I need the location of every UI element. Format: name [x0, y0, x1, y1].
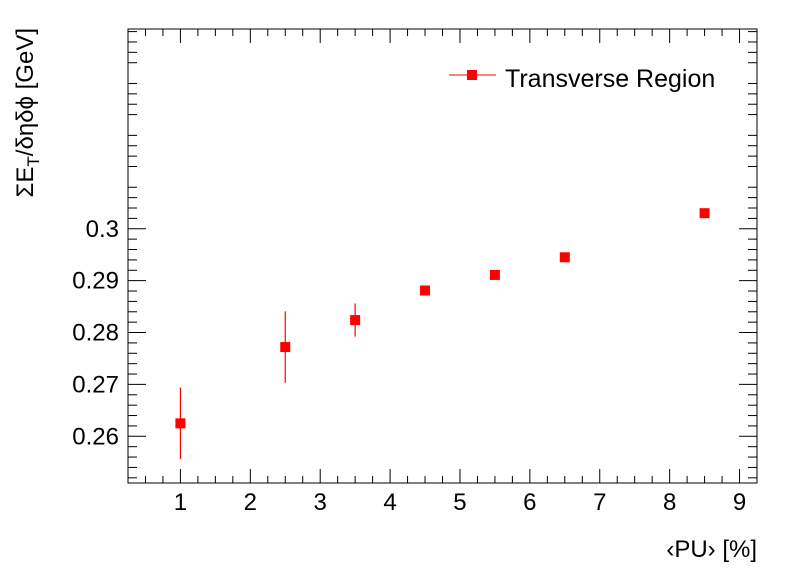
legend: Transverse Region — [449, 65, 715, 93]
data-point — [350, 315, 361, 326]
y-tick-label: 0.27 — [72, 371, 119, 398]
x-tick-label: 2 — [244, 489, 257, 516]
y-axis-label-subscript: T — [24, 156, 43, 166]
data-point — [489, 269, 500, 280]
data-marks — [175, 208, 710, 460]
x-tick-label: 1 — [174, 489, 187, 516]
x-tick-label: 7 — [593, 489, 606, 516]
data-point — [175, 418, 186, 429]
y-tick-label: 0.26 — [72, 423, 119, 450]
data-point — [699, 208, 710, 219]
x-axis-ticks: 1 2 3 4 5 6 7 8 9 — [127, 29, 758, 516]
data-point — [559, 252, 570, 263]
y-axis-ticks: 0.26 0.27 0.28 0.29 0.3 — [72, 31, 757, 479]
y-axis-label: ΣET/δηδϕ [GeV] — [12, 28, 43, 197]
x-tick-label: 3 — [314, 489, 327, 516]
x-axis-label: ‹PU› [%] — [666, 536, 757, 563]
x-tick-label: 9 — [733, 489, 746, 516]
legend-marker — [467, 70, 477, 80]
x-tick-label: 4 — [383, 489, 396, 516]
y-tick-label: 0.3 — [86, 216, 119, 243]
x-tick-label: 6 — [523, 489, 536, 516]
x-tick-label: 5 — [453, 489, 466, 516]
data-point — [280, 342, 291, 353]
x-tick-label: 8 — [663, 489, 676, 516]
y-tick-label: 0.29 — [72, 268, 119, 295]
y-axis-label-main: ΣE — [12, 167, 39, 198]
legend-label: Transverse Region — [505, 65, 715, 93]
data-point — [420, 285, 431, 296]
y-tick-label: 0.28 — [72, 320, 119, 347]
y-axis-label-rest: /δηδϕ [GeV] — [12, 28, 39, 156]
